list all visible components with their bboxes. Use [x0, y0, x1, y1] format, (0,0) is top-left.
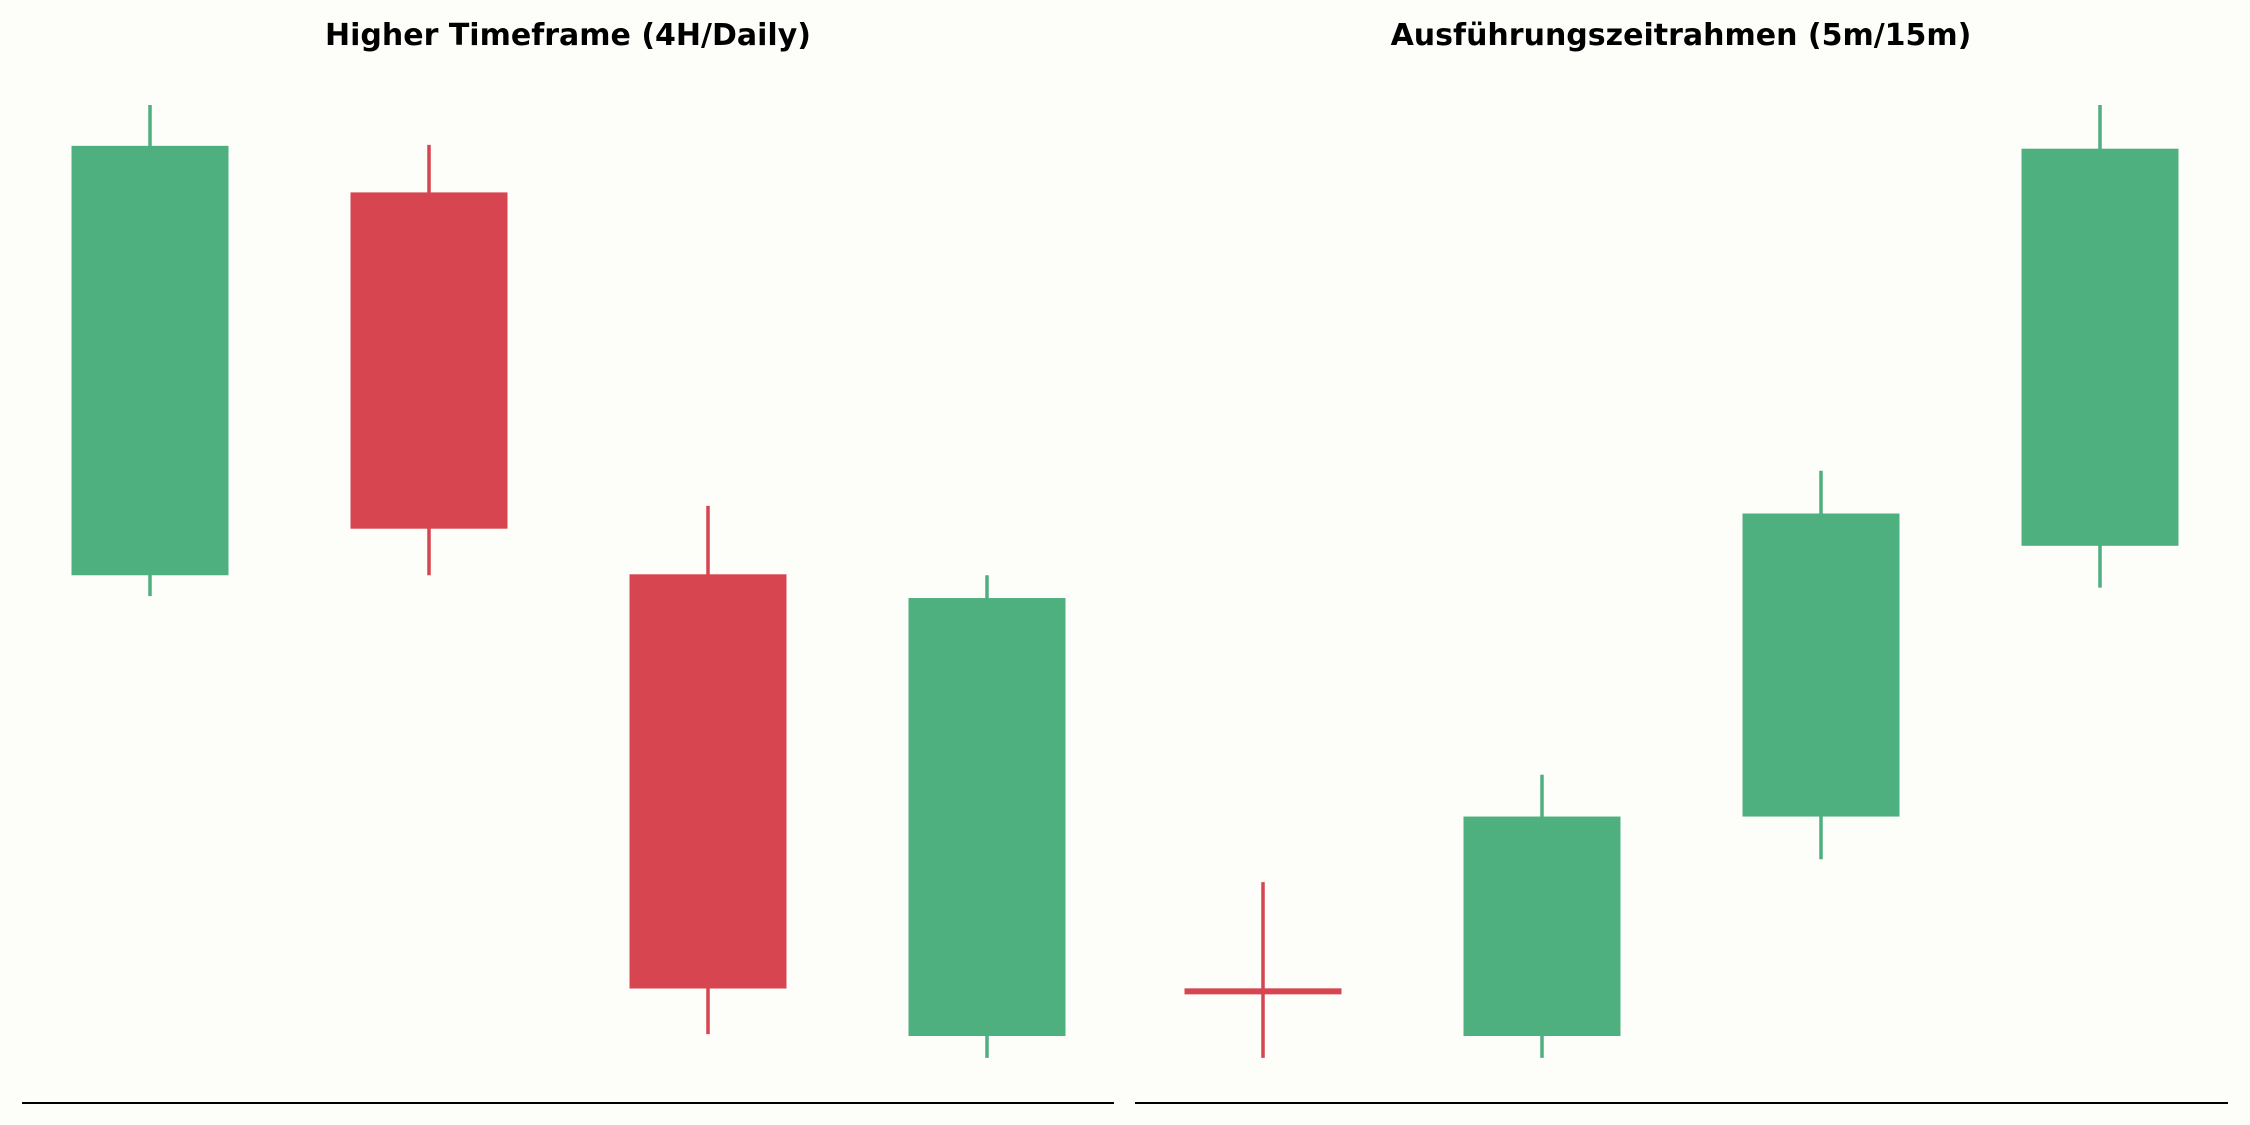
candle-body: [1463, 816, 1621, 1036]
candle-higher-timeframe-1: [71, 105, 229, 597]
candle-higher-timeframe-2: [350, 144, 508, 576]
candle-execution-timeframe-2: [1463, 774, 1621, 1058]
candle-execution-timeframe-1: [1184, 882, 1342, 1058]
candle-body: [71, 145, 229, 576]
candles-execution-timeframe: [1184, 105, 2179, 1058]
candle-body: [908, 598, 1066, 1036]
candles-higher-timeframe: [71, 105, 1066, 1058]
panel-title-execution-timeframe: Ausführungszeitrahmen (5m/15m): [1391, 18, 1972, 53]
candle-higher-timeframe-3: [629, 505, 787, 1035]
candle-body: [1742, 513, 1900, 817]
candle-body: [1184, 988, 1342, 995]
candle-higher-timeframe-4: [908, 575, 1066, 1058]
panel-execution-timeframe: Ausführungszeitrahmen (5m/15m): [1135, 18, 2228, 1104]
candle-execution-timeframe-3: [1742, 470, 1900, 860]
candle-body: [629, 574, 787, 989]
candle-body: [350, 192, 508, 529]
candle-execution-timeframe-4: [2021, 105, 2179, 588]
panel-higher-timeframe: Higher Timeframe (4H/Daily): [22, 18, 1114, 1104]
panel-title-higher-timeframe: Higher Timeframe (4H/Daily): [325, 18, 811, 53]
candle-body: [2021, 148, 2179, 546]
